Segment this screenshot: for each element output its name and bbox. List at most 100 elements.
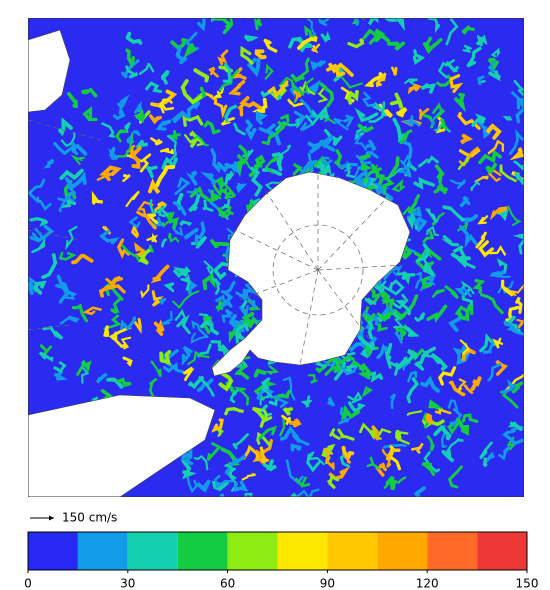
current-streak: [457, 342, 471, 364]
current-streak: [158, 297, 167, 305]
current-streak: [471, 113, 486, 127]
current-streak: [262, 167, 283, 177]
current-streak: [155, 165, 176, 188]
current-streak: [287, 98, 304, 108]
current-streak: [289, 492, 299, 497]
current-streak: [368, 101, 386, 123]
current-streak: [436, 116, 446, 134]
current-streak: [417, 506, 437, 513]
current-streak: [197, 18, 206, 32]
current-streak: [166, 211, 180, 230]
current-streak: [426, 304, 448, 324]
current-streak: [254, 49, 267, 60]
current-streak: [120, 316, 137, 331]
current-streak: [511, 381, 524, 394]
current-streak: [407, 211, 419, 230]
current-streak: [160, 147, 175, 155]
current-streak: [502, 430, 524, 446]
current-streak: [543, 178, 550, 184]
current-streak: [308, 374, 318, 384]
current-streak: [385, 448, 401, 461]
current-streak: [347, 401, 366, 414]
current-streak: [71, 303, 89, 323]
current-streak: [293, 110, 307, 129]
current-streak: [135, 110, 146, 123]
current-streak: [328, 428, 341, 440]
current-streak: [222, 63, 232, 84]
colorbar-segment: [277, 532, 328, 570]
colorbar-tick-label: 30: [120, 577, 135, 590]
current-streak: [206, 442, 222, 462]
current-streak: [125, 65, 139, 79]
current-streak: [539, 242, 546, 247]
current-streak: [224, 406, 244, 416]
current-streak: [232, 433, 249, 450]
current-streak: [150, 89, 178, 108]
current-streak: [380, 296, 390, 309]
current-streak: [444, 285, 460, 300]
current-streak: [221, 198, 231, 210]
current-streak: [393, 18, 398, 20]
current-streak: [492, 337, 504, 349]
current-streak: [515, 95, 524, 124]
current-streak: [450, 252, 471, 269]
current-streak: [358, 336, 376, 351]
current-streak: [457, 222, 469, 232]
colorbar: 0 30 60 90 120 150: [24, 531, 538, 590]
current-streak: [39, 344, 53, 355]
current-streak: [200, 320, 219, 336]
current-streak: [488, 70, 501, 82]
current-streak: [193, 134, 209, 147]
current-streak: [107, 277, 126, 294]
current-streak: [91, 190, 104, 205]
current-streak: [432, 102, 445, 119]
current-streak: [60, 315, 80, 325]
antarctica: [211, 171, 411, 377]
current-streak: [226, 227, 236, 240]
current-streak: [427, 18, 441, 34]
current-streak: [428, 399, 444, 412]
current-streak: [166, 135, 177, 162]
current-streak: [346, 89, 359, 105]
current-streak: [434, 164, 445, 184]
current-streak: [122, 356, 133, 367]
current-streak: [256, 387, 274, 400]
current-streak: [161, 211, 175, 228]
current-streak: [187, 101, 201, 119]
current-streak: [456, 378, 467, 393]
current-streak: [495, 359, 509, 376]
current-streak: [202, 315, 212, 334]
current-streak: [466, 46, 482, 68]
current-streak: [498, 445, 511, 461]
current-streak: [213, 18, 234, 35]
current-streak: [477, 75, 485, 86]
colorbar-segment: [77, 532, 128, 570]
current-streak: [29, 217, 49, 227]
current-streak: [334, 354, 355, 369]
current-streak: [361, 385, 373, 398]
current-streak: [208, 66, 219, 78]
current-streak: [116, 377, 132, 387]
map: [28, 18, 550, 513]
current-streak: [402, 154, 412, 178]
current-streak: [136, 200, 154, 217]
current-streak: [412, 216, 428, 232]
current-streak: [322, 156, 333, 167]
colorbar-tick-label: 0: [24, 577, 32, 590]
current-streak: [161, 310, 173, 326]
current-streak: [372, 502, 379, 507]
current-streak: [61, 199, 77, 208]
current-streak: [470, 180, 481, 192]
current-streak: [362, 28, 380, 45]
graticule: [28, 119, 406, 366]
current-streak: [407, 83, 422, 95]
current-streak: [448, 380, 466, 397]
colorbar-segment: [227, 532, 278, 570]
current-streak: [259, 446, 270, 465]
current-streak: [516, 318, 524, 329]
current-streak: [279, 417, 286, 437]
current-streak: [507, 436, 517, 451]
current-streak: [523, 182, 524, 186]
current-streak: [502, 116, 513, 121]
current-streak: [261, 125, 285, 146]
